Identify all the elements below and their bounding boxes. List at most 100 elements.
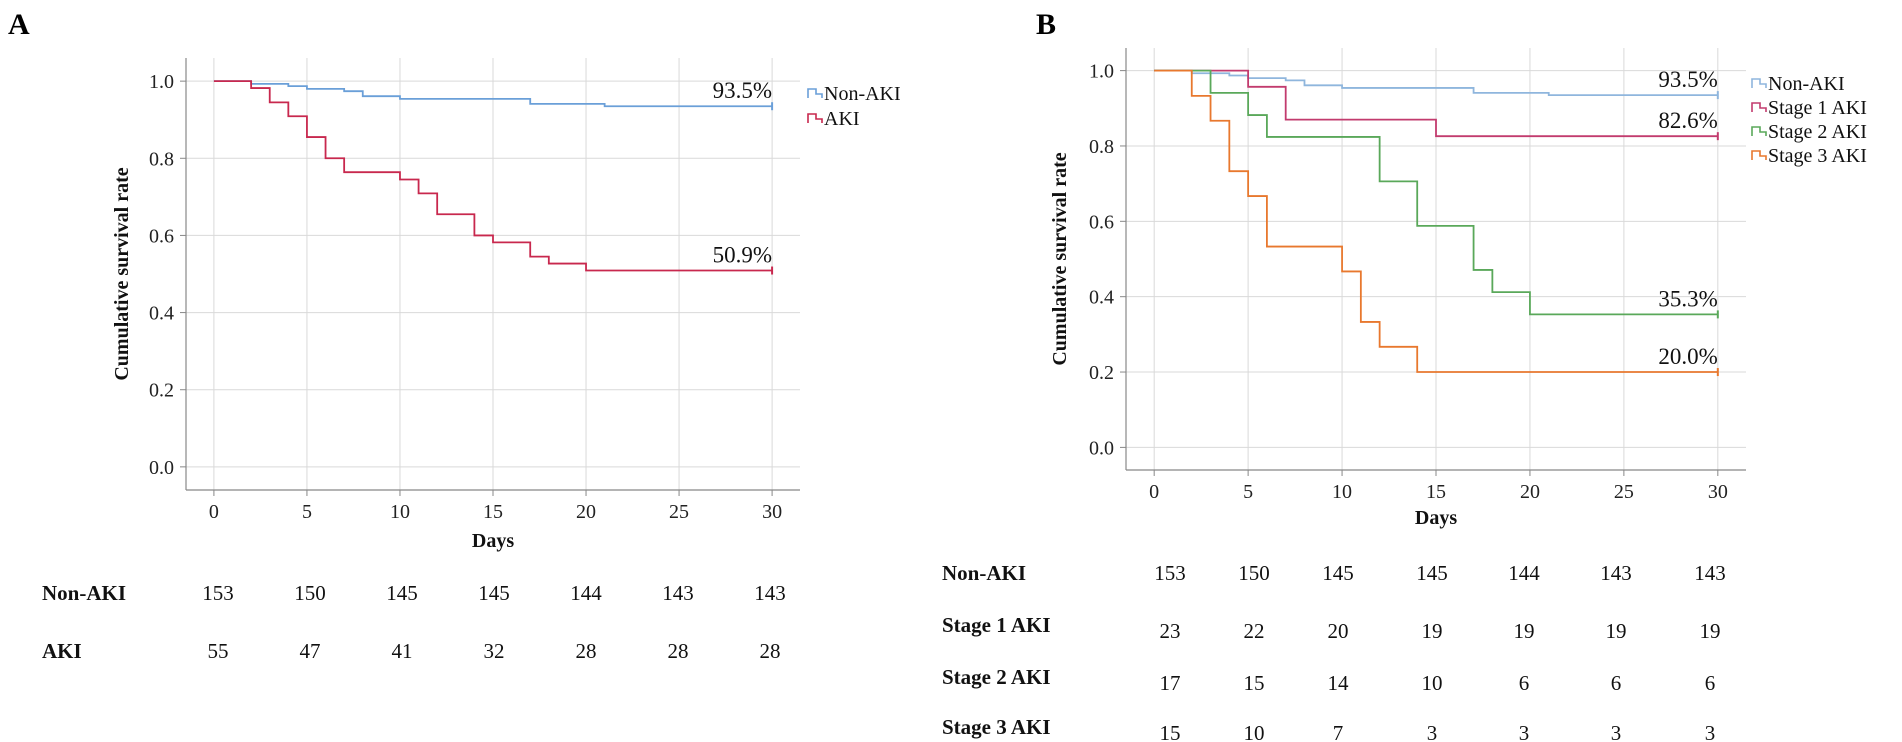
- risk-cell: 32: [484, 639, 505, 663]
- x-tick-label: 5: [302, 501, 312, 523]
- x-axis-title: Days: [1415, 507, 1457, 529]
- risk-cell: 20: [1328, 619, 1349, 643]
- y-tick-label: 0.8: [1089, 136, 1114, 158]
- risk-cell: 3: [1427, 721, 1438, 742]
- end-survival-label: 50.9%: [713, 243, 772, 268]
- panel-letter: B: [1036, 8, 1056, 41]
- legend-entry: Stage 3 AKI: [1768, 145, 1867, 167]
- y-tick-label: 0.0: [149, 457, 174, 479]
- survival-curve-stage-1-aki: [1154, 69, 1718, 138]
- risk-cell: 15: [1160, 721, 1181, 742]
- risk-cell: 19: [1700, 619, 1721, 643]
- risk-cell: 153: [202, 581, 234, 605]
- survival-curve-non-aki: [1154, 69, 1718, 96]
- risk-cell: 150: [294, 581, 326, 605]
- legend-entry: Non-AKI: [1768, 73, 1845, 95]
- legend-swatch: [807, 88, 823, 98]
- x-tick-label: 20: [1520, 481, 1540, 503]
- x-tick-label: 30: [1708, 481, 1728, 503]
- risk-cell: 28: [668, 639, 689, 663]
- risk-cell: 15: [1244, 671, 1265, 695]
- risk-cell: 22: [1244, 619, 1265, 643]
- survival-curve-non-aki: [213, 80, 773, 108]
- risk-cell: 145: [1416, 561, 1448, 585]
- legend-swatch: [1751, 126, 1767, 136]
- legend-entry: AKI: [824, 108, 860, 130]
- survival-curve-stage-3-aki: [1154, 69, 1718, 373]
- survival-curve-stage-2-aki: [1154, 69, 1718, 316]
- legend-swatch: [1751, 102, 1767, 112]
- risk-cell: 150: [1238, 561, 1270, 585]
- risk-cell: 3: [1611, 721, 1622, 742]
- y-axis-title: Cumulative survival rate: [1049, 152, 1071, 365]
- y-tick-label: 1.0: [1089, 61, 1114, 83]
- end-survival-label: 35.3%: [1658, 286, 1717, 311]
- risk-cell: 23: [1160, 619, 1181, 643]
- risk-cell: 10: [1244, 721, 1265, 742]
- end-survival-label: 93.5%: [1658, 67, 1717, 92]
- risk-row-label: Non-AKI: [42, 581, 126, 605]
- risk-cell: 145: [478, 581, 510, 605]
- y-tick-label: 0.2: [149, 380, 174, 402]
- risk-cell: 145: [1322, 561, 1354, 585]
- y-axis-title: Cumulative survival rate: [111, 167, 133, 380]
- y-tick-label: 0.8: [149, 148, 174, 170]
- risk-cell: 10: [1422, 671, 1443, 695]
- risk-cell: 6: [1705, 671, 1716, 695]
- y-tick-label: 0.6: [149, 225, 174, 247]
- legend-swatch: [807, 113, 823, 123]
- legend-entry: Stage 2 AKI: [1768, 121, 1867, 143]
- x-tick-label: 15: [1426, 481, 1446, 503]
- y-tick-label: 0.0: [1089, 437, 1114, 459]
- survival-curve-aki: [213, 80, 773, 272]
- risk-cell: 3: [1705, 721, 1716, 742]
- x-tick-label: 30: [762, 501, 782, 523]
- legend-swatch: [1751, 150, 1767, 160]
- x-tick-label: 15: [483, 501, 503, 523]
- legend-entry: Non-AKI: [824, 83, 901, 105]
- risk-cell: 19: [1606, 619, 1627, 643]
- risk-cell: 19: [1514, 619, 1535, 643]
- risk-row-label: Non-AKI: [942, 561, 1026, 585]
- risk-cell: 6: [1611, 671, 1622, 695]
- y-tick-label: 0.4: [1089, 287, 1114, 309]
- x-tick-label: 25: [669, 501, 689, 523]
- risk-cell: 144: [570, 581, 602, 605]
- x-tick-label: 10: [390, 501, 410, 523]
- y-tick-label: 0.2: [1089, 362, 1114, 384]
- risk-row-label: Stage 2 AKI: [942, 665, 1051, 689]
- risk-row-label: Stage 1 AKI: [942, 613, 1051, 637]
- risk-cell: 143: [1600, 561, 1632, 585]
- risk-cell: 28: [760, 639, 781, 663]
- x-tick-label: 0: [1149, 481, 1159, 503]
- risk-cell: 55: [208, 639, 229, 663]
- y-tick-label: 0.6: [1089, 211, 1114, 233]
- risk-cell: 143: [662, 581, 694, 605]
- risk-cell: 19: [1422, 619, 1443, 643]
- risk-cell: 41: [392, 639, 413, 663]
- legend-swatch: [1751, 78, 1767, 88]
- risk-cell: 145: [386, 581, 418, 605]
- x-tick-label: 0: [209, 501, 219, 523]
- x-tick-label: 5: [1243, 481, 1253, 503]
- x-axis-title: Days: [472, 530, 514, 552]
- risk-cell: 144: [1508, 561, 1540, 585]
- x-tick-label: 20: [576, 501, 596, 523]
- risk-cell: 17: [1160, 671, 1181, 695]
- risk-cell: 14: [1328, 671, 1350, 695]
- risk-cell: 3: [1519, 721, 1530, 742]
- risk-cell: 47: [300, 639, 321, 663]
- x-tick-label: 10: [1332, 481, 1352, 503]
- risk-cell: 143: [754, 581, 786, 605]
- risk-row-label: Stage 3 AKI: [942, 715, 1051, 739]
- panel-b: B 0 5 10 15 20 25 30 0.0 0.2 0.4 0.6 0.8 1.0 Days Cumul…: [942, 8, 1867, 742]
- risk-cell: 143: [1694, 561, 1726, 585]
- risk-cell: 153: [1154, 561, 1186, 585]
- risk-cell: 28: [576, 639, 597, 663]
- legend-entry: Stage 1 AKI: [1768, 97, 1867, 119]
- panel-a: A 0 5 10 15 20 25 30 0.0 0.2 0.4 0.6 0.8 1.0 Days Cumul…: [8, 8, 901, 663]
- y-tick-label: 1.0: [149, 71, 174, 93]
- risk-row-label: AKI: [42, 639, 82, 663]
- y-tick-label: 0.4: [149, 303, 174, 325]
